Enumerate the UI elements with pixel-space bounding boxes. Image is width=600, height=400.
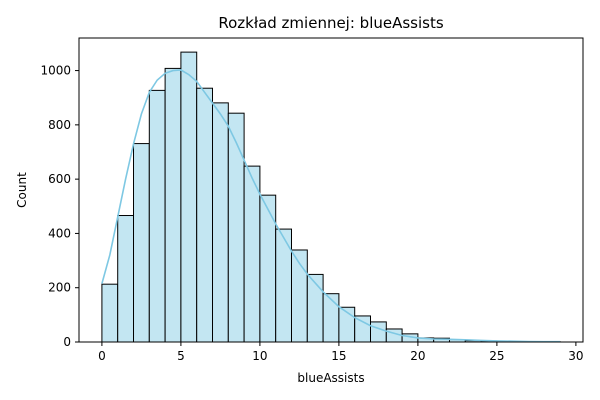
- histogram-bar: [212, 102, 229, 343]
- x-tick-label: 15: [331, 349, 346, 363]
- y-axis-ticks: 0 200 400 600 800 1000: [40, 64, 79, 349]
- x-tick-label: 20: [410, 349, 425, 363]
- kde-line: [101, 69, 561, 343]
- histogram-bar: [133, 143, 150, 343]
- histogram-bar: [227, 112, 245, 343]
- x-tick-label: 25: [489, 349, 504, 363]
- histogram-bar: [369, 321, 387, 343]
- y-tick-label: 1000: [40, 64, 71, 78]
- y-tick-label: 800: [48, 118, 71, 132]
- histogram-bar: [354, 315, 371, 343]
- histogram-bar: [259, 194, 277, 343]
- histogram-bar: [306, 273, 324, 343]
- x-tick-label: 0: [98, 349, 106, 363]
- x-axis-ticks: 0 5 10 15 20 25 30: [98, 342, 584, 363]
- histogram-bar: [196, 87, 214, 343]
- x-tick-label: 5: [177, 349, 185, 363]
- y-tick-label: 600: [48, 172, 71, 186]
- chart-title: Rozkład zmiennej: blueAssists: [218, 14, 444, 32]
- histogram-bar: [164, 67, 182, 343]
- y-tick-label: 400: [48, 226, 71, 240]
- histogram-bar: [322, 293, 340, 343]
- kde-group: [101, 69, 561, 343]
- y-tick-label: 0: [63, 335, 71, 349]
- histogram-bar: [101, 283, 119, 343]
- y-axis-label: Count: [15, 172, 29, 208]
- plot-frame: [78, 37, 584, 343]
- x-tick-label: 10: [252, 349, 267, 363]
- x-axis-label: blueAssists: [297, 371, 364, 385]
- histogram-bar: [243, 165, 261, 343]
- histogram-bar: [117, 215, 135, 343]
- y-tick-label: 200: [48, 281, 71, 295]
- histogram-bar: [148, 89, 166, 343]
- histogram-bar: [180, 51, 198, 343]
- bars-group: [101, 51, 561, 343]
- x-tick-label: 30: [568, 349, 583, 363]
